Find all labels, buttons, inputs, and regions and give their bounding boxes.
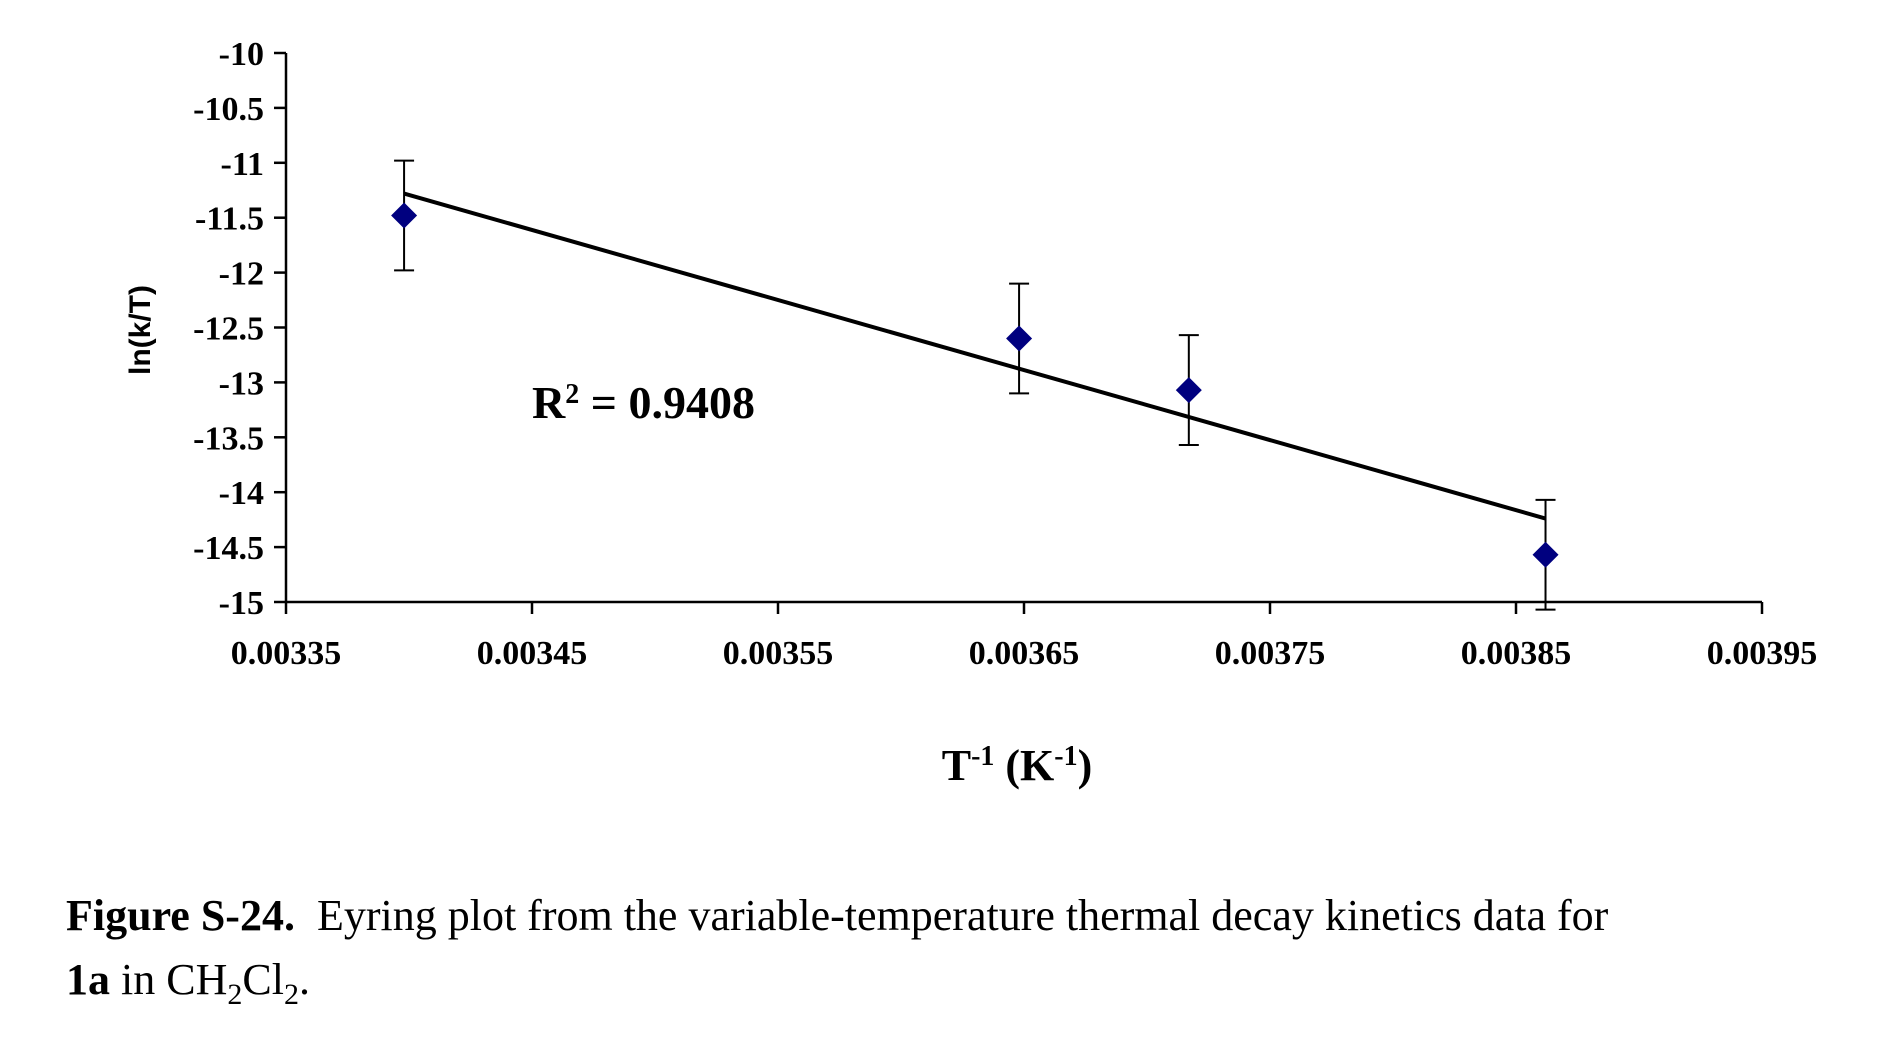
x-tick-label: 0.00365: [969, 635, 1080, 672]
r-squared-annotation: R2 = 0.9408: [532, 377, 755, 428]
x-axis-ticks: 0.00335 0.00345 0.00355 0.00365 0.00375 0.003…: [231, 602, 1818, 672]
data-point: [391, 202, 418, 229]
trendline: [403, 191, 1547, 521]
x-tick-label: 0.00345: [477, 635, 588, 672]
y-tick-label: -13: [219, 365, 264, 402]
caption-text: Eyring plot from the variable-temperatur…: [316, 891, 1609, 940]
x-tick-label: 0.00355: [723, 635, 834, 672]
y-tick-label: -10: [219, 36, 264, 73]
data-point: [1532, 541, 1559, 568]
y-tick-label: -14: [219, 475, 264, 512]
y-axis-title: ln(k/T): [124, 285, 157, 375]
y-tick-label: -15: [219, 585, 264, 622]
x-tick-label: 0.00335: [231, 635, 342, 672]
data-points: [391, 202, 1559, 568]
x-tick-label: 0.00385: [1461, 635, 1572, 672]
x-tick-label: 0.00375: [1215, 635, 1326, 672]
figure-caption: Figure S-24. Eyring plot from the variab…: [66, 891, 1609, 1011]
y-tick-label: -10.5: [193, 91, 264, 128]
y-tick-label: -13.5: [193, 420, 264, 457]
y-tick-label: -14.5: [193, 530, 264, 567]
y-tick-label: -12: [219, 256, 264, 293]
x-tick-label: 0.00395: [1707, 635, 1818, 672]
eyring-chart: 0.00335 0.00345 0.00355 0.00365 0.00375 0.003…: [124, 36, 1818, 791]
caption-label: Figure S-24.: [66, 891, 295, 940]
caption-compound: 1a: [66, 955, 110, 1004]
y-tick-label: -11: [221, 146, 264, 183]
y-axis-ticks: -10 -10.5 -11 -11.5 -12 -12.5 -13 -13.5 -14 -14.5…: [193, 36, 286, 622]
y-tick-label: -11.5: [195, 201, 264, 238]
trendline-group: [403, 191, 1547, 521]
chart-axes: [284, 53, 1762, 604]
y-tick-label: -12.5: [193, 311, 264, 348]
data-point: [1006, 325, 1033, 352]
x-axis-title: T-1 (K-1): [942, 741, 1093, 791]
data-point: [1175, 377, 1202, 404]
